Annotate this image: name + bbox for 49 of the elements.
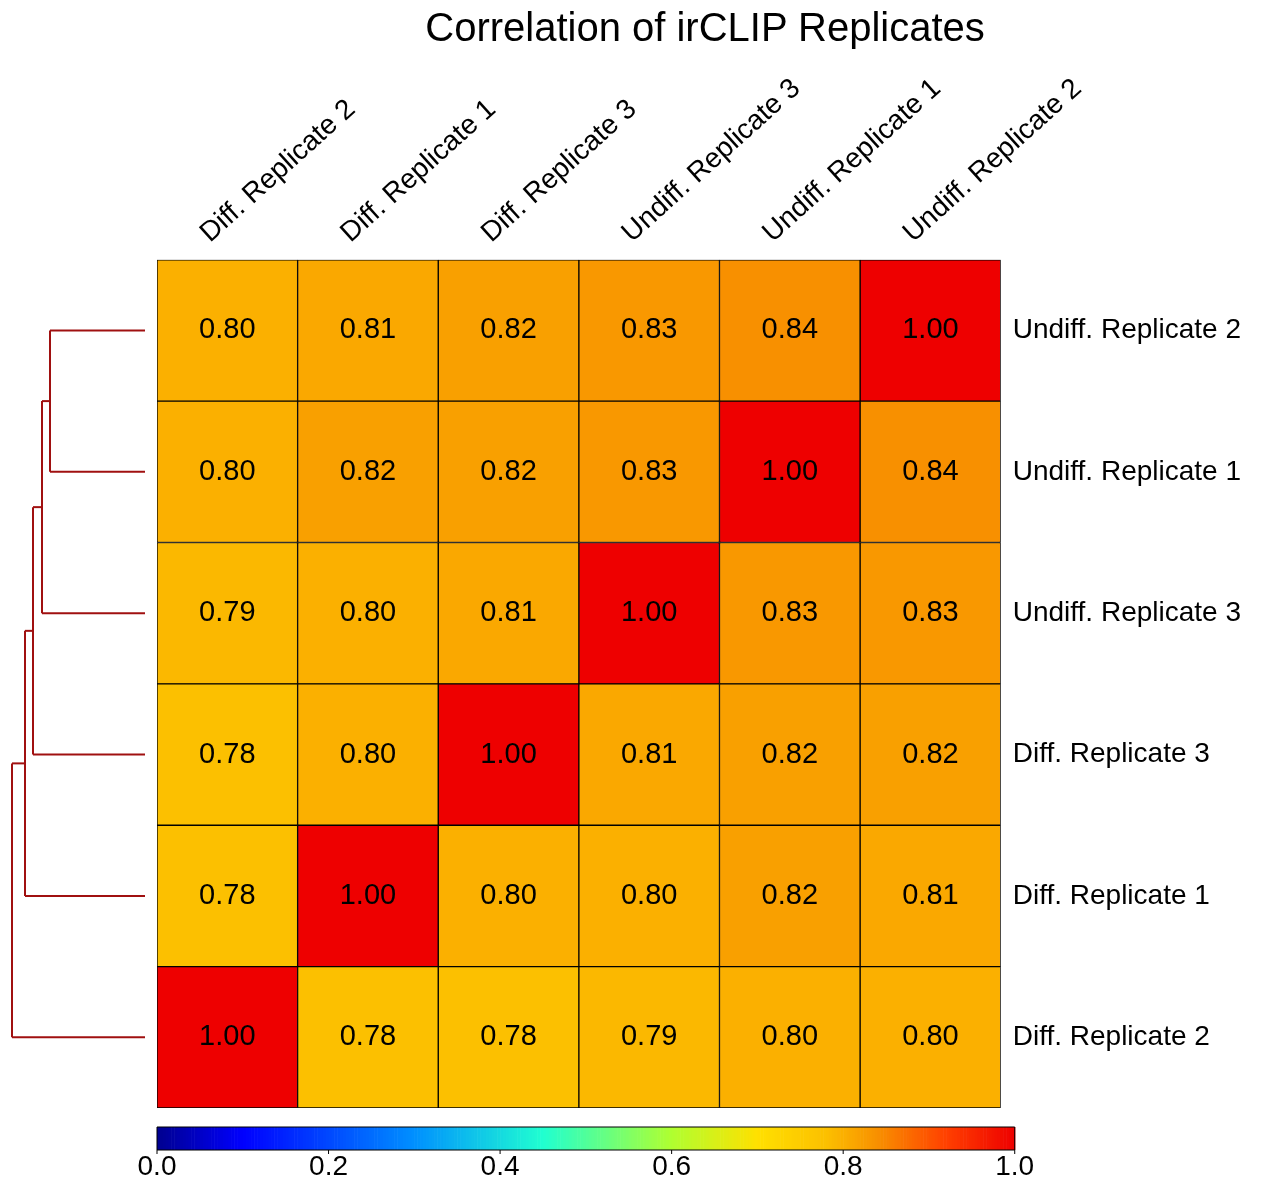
data-label: 0.80 bbox=[620, 877, 678, 910]
data-label: 0.82 bbox=[902, 736, 959, 769]
data-label: 0.82 bbox=[761, 736, 819, 769]
data-label: 0.79 bbox=[199, 595, 256, 628]
data-label: 0.82 bbox=[339, 453, 397, 486]
data-label: 0.80 bbox=[199, 312, 256, 345]
color-bar-label: 0.6 bbox=[652, 1149, 692, 1181]
color-bar-label: 0.0 bbox=[137, 1149, 177, 1181]
color-bar-label: 1.0 bbox=[995, 1149, 1035, 1181]
data-label: 0.83 bbox=[902, 595, 959, 628]
data-label: 0.83 bbox=[620, 453, 678, 486]
data-label: 1.00 bbox=[620, 595, 678, 628]
data-label: 0.84 bbox=[761, 312, 819, 345]
color-bar-label: 0.8 bbox=[823, 1149, 863, 1181]
data-label: 0.80 bbox=[761, 1019, 819, 1052]
data-label: 0.78 bbox=[199, 877, 256, 910]
data-label: 0.81 bbox=[480, 595, 537, 628]
y-tick-label: Undiff. Replicate 3 bbox=[1012, 595, 1241, 627]
color-bar-label: 0.4 bbox=[480, 1149, 520, 1181]
data-label: 1.00 bbox=[761, 453, 819, 486]
data-label: 0.81 bbox=[902, 877, 959, 910]
data-label: 0.81 bbox=[339, 312, 397, 345]
data-label: 0.84 bbox=[902, 453, 959, 486]
data-label: 0.79 bbox=[620, 1019, 678, 1052]
data-label: 1.00 bbox=[902, 312, 959, 345]
data-label: 0.82 bbox=[761, 877, 819, 910]
data-label: 0.82 bbox=[480, 453, 537, 486]
data-label: 0.78 bbox=[480, 1019, 537, 1052]
data-label: 0.81 bbox=[620, 736, 678, 769]
data-label: 0.80 bbox=[480, 877, 537, 910]
y-tick-label: Diff. Replicate 2 bbox=[1012, 1020, 1210, 1052]
data-label: 1.00 bbox=[199, 1019, 256, 1052]
data-label: 0.80 bbox=[902, 1019, 959, 1052]
data-label: 1.00 bbox=[480, 736, 537, 769]
data-label: 0.80 bbox=[339, 736, 397, 769]
data-label: 1.00 bbox=[339, 877, 397, 910]
data-label: 0.82 bbox=[480, 312, 537, 345]
y-tick-label: Diff. Replicate 1 bbox=[1012, 878, 1210, 910]
y-tick-label: Diff. Replicate 3 bbox=[1012, 737, 1210, 769]
y-tick-label: Undiff. Replicate 2 bbox=[1012, 313, 1241, 345]
data-label: 0.83 bbox=[761, 595, 819, 628]
data-label: 0.80 bbox=[199, 453, 256, 486]
data-label: 0.80 bbox=[339, 595, 397, 628]
chart-title: Correlation of irCLIP Replicates bbox=[425, 5, 985, 50]
color-bar-label: 0.2 bbox=[309, 1149, 349, 1181]
data-label: 0.83 bbox=[620, 312, 678, 345]
y-tick-label: Undiff. Replicate 1 bbox=[1012, 454, 1241, 486]
data-label: 0.78 bbox=[339, 1019, 397, 1052]
data-label: 0.78 bbox=[199, 736, 256, 769]
